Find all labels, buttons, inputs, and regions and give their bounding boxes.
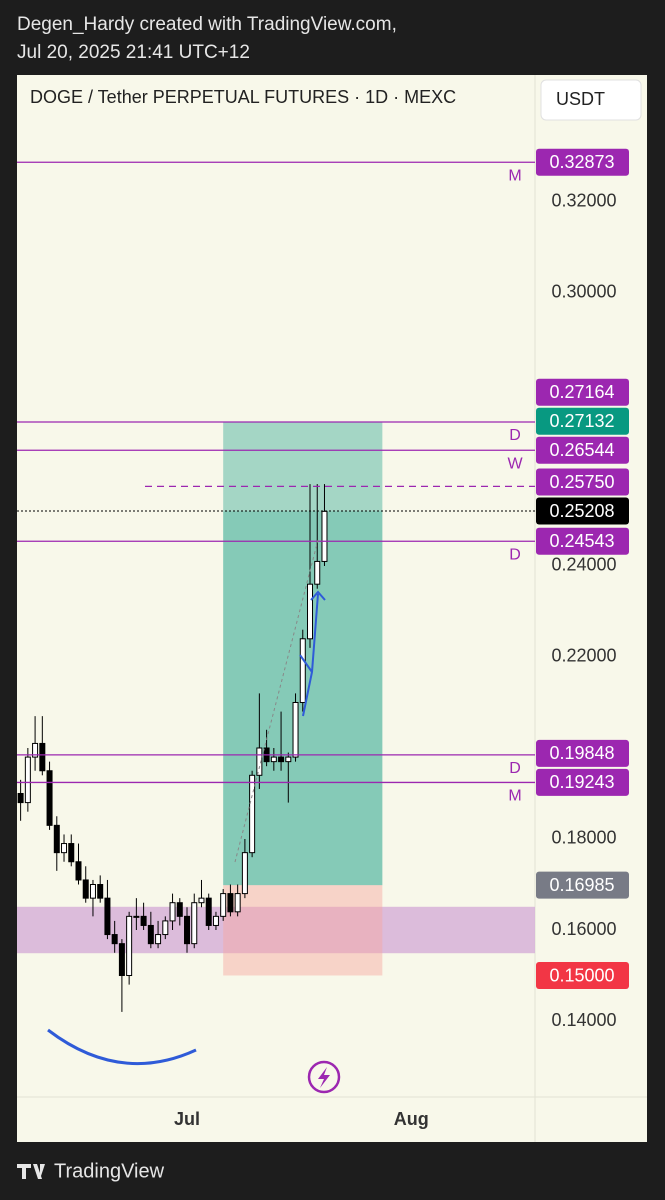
- candle-body: [212, 915, 219, 926]
- candle-body: [307, 583, 314, 640]
- candle-body: [234, 893, 241, 913]
- candle-body: [321, 510, 328, 562]
- chart-title: DOGE / Tether PERPETUAL FUTURES · 1D · M…: [30, 87, 456, 107]
- candle-body: [104, 897, 111, 936]
- demand-zone: [17, 906, 535, 954]
- candle-body: [241, 852, 248, 895]
- price-label-box: [536, 739, 629, 767]
- currency-button[interactable]: [540, 79, 642, 121]
- candle-body: [176, 902, 183, 917]
- level-tag: D: [509, 546, 521, 563]
- price-label: 0.19848: [549, 743, 614, 763]
- price-label: 0.16985: [549, 875, 614, 895]
- lightning-bolt: [318, 1067, 330, 1088]
- y-tick-label: 0.24000: [551, 555, 616, 575]
- price-label-box: [536, 378, 629, 406]
- price-label: 0.27164: [549, 382, 614, 402]
- lightning-icon[interactable]: [307, 1060, 341, 1094]
- candle-body: [118, 943, 125, 977]
- trend-line: [234, 539, 319, 863]
- price-label-box: [536, 768, 629, 796]
- date-line: Jul 20, 2025 21:41 UTC+12: [17, 42, 250, 63]
- candle-body: [278, 756, 285, 763]
- candle-body: [191, 902, 198, 945]
- candle-body: [126, 915, 133, 977]
- candle-body: [285, 756, 292, 763]
- price-label: 0.27132: [549, 411, 614, 431]
- price-label-box: [536, 497, 629, 525]
- y-tick-label: 0.30000: [551, 282, 616, 302]
- price-label: 0.24543: [549, 531, 614, 551]
- price-label: 0.25208: [549, 501, 614, 521]
- candle-body: [205, 897, 212, 926]
- candle-body: [162, 920, 169, 936]
- candle-body: [227, 893, 234, 913]
- drawn-curve: [47, 1028, 197, 1066]
- candle-body: [39, 742, 46, 772]
- candle-body: [89, 884, 96, 899]
- y-tick-label: 0.16000: [551, 919, 616, 939]
- y-tick-label: 0.14000: [551, 1010, 616, 1030]
- candle-body: [140, 915, 147, 926]
- x-tick-label: Aug: [394, 1109, 429, 1129]
- candle-body: [292, 701, 299, 758]
- candle-body: [256, 747, 263, 776]
- candle-body: [61, 843, 68, 854]
- price-label-box: [536, 436, 629, 464]
- price-label: 0.26544: [549, 440, 614, 460]
- candle-body: [24, 756, 31, 804]
- candle-body: [155, 934, 162, 945]
- candle-body: [17, 792, 24, 804]
- level-tag: M: [508, 167, 521, 184]
- level-tag: D: [509, 427, 521, 444]
- candle-body: [133, 915, 140, 918]
- candle-body: [299, 638, 306, 703]
- y-tick-label: 0.18000: [551, 828, 616, 848]
- candle-body: [184, 915, 191, 945]
- price-label: 0.15000: [549, 965, 614, 985]
- y-tick-label: 0.32000: [551, 191, 616, 211]
- candle-body: [314, 560, 321, 585]
- candle-body: [97, 884, 104, 899]
- price-label: 0.32873: [549, 152, 614, 172]
- candle-body: [249, 774, 256, 854]
- candle-body: [270, 756, 277, 763]
- candle-body: [53, 824, 60, 854]
- level-tag: D: [509, 760, 521, 777]
- position-stop: [223, 885, 383, 976]
- currency-label[interactable]: USDT: [556, 89, 605, 109]
- level-tag: W: [507, 455, 523, 472]
- x-tick-label: Jul: [174, 1109, 200, 1129]
- candle-body: [220, 893, 227, 917]
- y-tick-label: 0.22000: [551, 646, 616, 666]
- price-label-box: [536, 871, 629, 899]
- price-label-box: [536, 407, 629, 435]
- price-label: 0.25750: [549, 472, 614, 492]
- drawn-arrow: [299, 590, 326, 717]
- author-line: Degen_Hardy created with TradingView.com…: [17, 14, 397, 35]
- level-tag: M: [508, 788, 521, 805]
- price-label-box: [536, 527, 629, 555]
- plot: 0.14000 0.16000 0.18000 0.22000 0.24000 0.300…: [17, 148, 629, 1129]
- price-label-box: [536, 962, 629, 990]
- candle-body: [82, 879, 89, 899]
- candle-body: [68, 843, 75, 863]
- price-label-box: [536, 468, 629, 496]
- candle-body: [169, 902, 176, 922]
- tv-logo: [17, 1164, 45, 1179]
- candle-body: [46, 770, 53, 826]
- price-label: 0.19243: [549, 772, 614, 792]
- candle-body: [75, 861, 82, 881]
- candle-body: [147, 924, 154, 945]
- candle-body: [32, 742, 39, 758]
- price-label-box: [536, 148, 629, 176]
- candle-body: [111, 934, 118, 945]
- candle-body: [198, 897, 205, 904]
- footer-brand: TradingView: [54, 1160, 165, 1182]
